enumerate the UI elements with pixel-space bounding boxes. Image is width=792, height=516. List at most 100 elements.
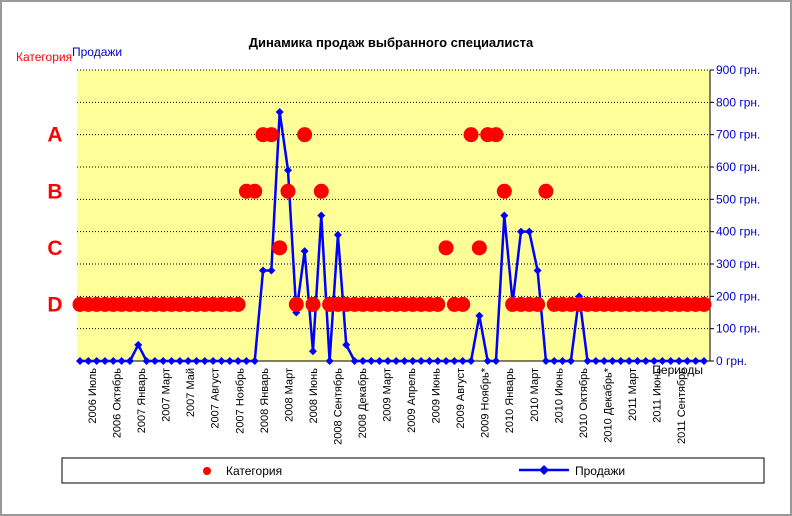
x-tick-label: 2006 Октябрь	[112, 368, 124, 438]
category-label-b: B	[47, 180, 62, 203]
x-tick-label: 2008 Сентябрь	[332, 368, 344, 445]
sales-point	[583, 357, 592, 365]
sales-point	[342, 340, 351, 349]
sales-point	[284, 166, 292, 175]
x-tick-label: 2007 Январь	[136, 368, 148, 434]
x-axis-labels: 2006 Июль 2006 Октябрь 2007 Январь 2007 Мар…	[87, 367, 688, 445]
right-tick-label: 400 грн.	[716, 225, 760, 239]
legend-sales-marker	[539, 465, 549, 475]
right-axis-title: Продажи	[72, 45, 122, 59]
sales-point	[625, 357, 634, 365]
sales-point	[608, 357, 617, 365]
right-tick-label: 800 грн.	[716, 95, 760, 109]
right-tick-label: 900 грн.	[716, 63, 760, 77]
sales-point	[600, 357, 609, 365]
sales-point	[200, 357, 209, 365]
sales-point	[541, 357, 550, 365]
category-point	[488, 127, 504, 143]
legend	[61, 457, 765, 484]
right-tick-label: 200 грн.	[716, 289, 760, 303]
sales-point	[325, 357, 334, 365]
category-point	[696, 296, 712, 312]
sales-point	[516, 227, 525, 236]
sales-point	[92, 357, 101, 365]
x-tick-label: 2011 Сентябрь	[676, 368, 688, 444]
legend-category-label: Категория	[226, 464, 282, 478]
x-tick-label: 2010 Октябрь	[578, 368, 590, 438]
x-tick-label: 2008 Декабрь	[357, 368, 369, 439]
plot-area	[77, 70, 710, 361]
right-tick-label: 500 грн.	[716, 192, 760, 206]
category-label-a: A	[47, 124, 62, 147]
sales-point	[650, 357, 659, 365]
right-axis-ticks: 0 грн. 100 грн. 200 грн. 300 грн. 400 грн. 50…	[710, 63, 760, 368]
sales-line	[80, 110, 704, 363]
right-tick-label: 300 грн.	[716, 257, 760, 271]
sales-point	[175, 357, 184, 365]
x-tick-label: 2009 Август	[455, 368, 467, 429]
sales-point	[458, 357, 467, 365]
sales-point	[184, 357, 193, 365]
category-point	[313, 183, 329, 199]
category-point	[247, 183, 263, 199]
sales-point	[150, 357, 159, 365]
sales-point	[691, 357, 700, 365]
sales-point	[308, 347, 317, 356]
category-point	[455, 296, 471, 312]
x-tick-label: 2010 Июнь	[553, 368, 565, 424]
x-tick-label: 2008 Март	[283, 368, 295, 422]
right-tick-label: 100 грн.	[716, 322, 760, 336]
category-label-d: D	[47, 293, 62, 316]
category-point	[288, 296, 304, 312]
x-tick-label: 2008 Январь	[259, 368, 271, 434]
sales-point	[525, 227, 534, 236]
sales-point	[234, 357, 243, 365]
category-point	[471, 240, 487, 256]
x-tick-label: 2009 Апрель	[406, 368, 418, 433]
right-tick-label: 700 грн.	[716, 128, 760, 142]
category-point	[263, 127, 279, 143]
category-point	[463, 127, 479, 143]
sales-point	[467, 357, 476, 365]
category-point	[430, 296, 446, 312]
sales-point	[84, 357, 93, 365]
sales-point	[125, 357, 134, 365]
left-axis-title: Категория	[16, 50, 72, 64]
category-point	[496, 183, 512, 199]
x-tick-label: 2010 Декабрь*	[602, 367, 614, 442]
sales-point	[367, 357, 376, 365]
sales-point	[658, 357, 667, 365]
legend-category-marker	[203, 467, 211, 475]
x-tick-label: 2010 Январь	[504, 368, 516, 434]
sales-point	[242, 357, 251, 365]
category-point	[538, 183, 554, 199]
sales-point	[134, 340, 143, 349]
sales-point	[408, 357, 417, 365]
category-point	[230, 296, 246, 312]
right-tick-label: 0 грн.	[716, 354, 747, 368]
sales-point	[450, 357, 459, 365]
category-point	[305, 296, 321, 312]
sales-point	[666, 357, 675, 365]
sales-point	[192, 357, 201, 365]
category-point	[438, 240, 454, 256]
x-tick-label: 2011 Март	[627, 368, 639, 421]
x-tick-label: 2009 Ноябрь*	[480, 367, 492, 438]
category-point	[280, 183, 296, 199]
sales-point	[300, 247, 309, 256]
sales-point	[275, 108, 284, 117]
sales-point	[591, 357, 600, 365]
legend-sales-label: Продажи	[575, 464, 625, 478]
grid	[77, 69, 711, 362]
sales-point	[267, 266, 276, 275]
sales-point	[76, 357, 84, 365]
sales-point	[616, 357, 625, 365]
sales-point	[500, 211, 509, 220]
sales-point	[533, 266, 542, 275]
sales-point	[350, 357, 359, 365]
sales-point	[317, 211, 326, 220]
sales-point	[475, 311, 484, 320]
sales-point	[117, 357, 126, 365]
x-tick-label: 2007 Август	[210, 368, 222, 429]
